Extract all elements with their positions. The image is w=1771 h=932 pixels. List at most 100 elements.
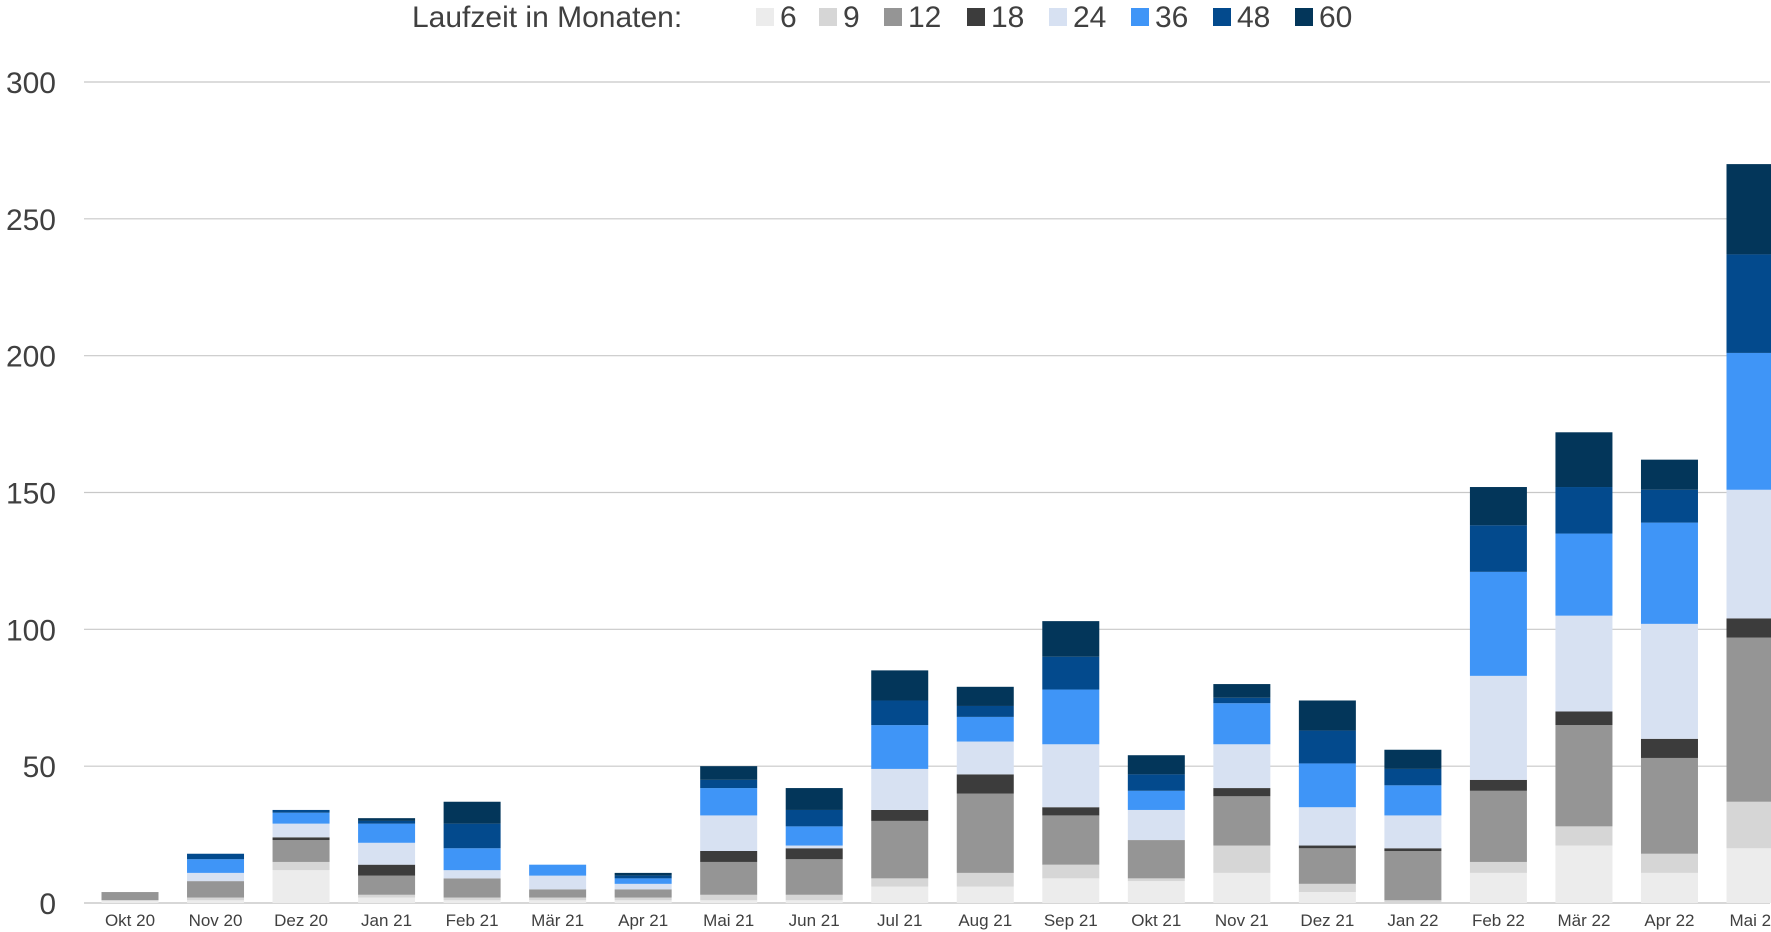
x-tick-label: Mär 21 (531, 911, 584, 930)
bar-segment-Mär-22-48 (1555, 487, 1613, 534)
bar-segment-Sep-21-60 (1042, 621, 1100, 657)
x-tick-label: Jan 21 (361, 911, 412, 930)
bar-segment-Jun-21-12 (785, 859, 843, 895)
bar-segment-Jan-22-24 (1384, 815, 1442, 849)
bar-segment-Sep-21-36 (1042, 689, 1100, 745)
bar-segment-Sep-21-24 (1042, 744, 1100, 808)
legend-label-48: 48 (1237, 1, 1270, 34)
bar-segment-Dez-20-36 (272, 812, 330, 824)
y-tick-label-250: 250 (6, 204, 56, 237)
bar-segment-Jul-21-6 (871, 886, 929, 903)
bar-segment-Aug-21-36 (956, 716, 1014, 742)
x-tick-label: Dez 20 (274, 911, 328, 930)
bar-segment-Dez-20-9 (272, 861, 330, 871)
bar-segment-Feb-22-36 (1469, 571, 1527, 676)
x-tick-label: Mai 21 (703, 911, 754, 930)
x-tick-label: Mär 22 (1557, 911, 1610, 930)
bar-segment-Feb-21-9 (443, 897, 501, 901)
bar-segment-Mai-22-12 (1726, 637, 1771, 802)
bar-segment-Sep-21-12 (1042, 815, 1100, 865)
bar-segment-Jul-21-24 (871, 768, 929, 810)
bar-segment-Dez-20-24 (272, 823, 330, 838)
x-tick-label: Mai 22 (1729, 911, 1771, 930)
x-tick-label: Feb 21 (446, 911, 499, 930)
bar-segment-Mai-21-24 (700, 815, 758, 852)
bar-segment-Aug-21-48 (956, 705, 1014, 717)
bar-segment-Sep-21-18 (1042, 807, 1100, 816)
y-tick-label-200: 200 (6, 341, 56, 374)
bar-segment-Mär-22-24 (1555, 615, 1613, 712)
bar-segment-Feb-22-24 (1469, 675, 1527, 780)
x-tick-label: Nov 20 (189, 911, 243, 930)
legend-title: Laufzeit in Monaten: (412, 1, 682, 34)
bar-segment-Mai-22-9 (1726, 801, 1771, 849)
bar-segment-Dez-21-6 (1298, 892, 1356, 903)
bar-segment-Apr-22-12 (1640, 757, 1698, 854)
bar-segment-Dez-21-60 (1298, 700, 1356, 731)
x-tick-label: Jul 21 (877, 911, 922, 930)
bar-segment-Feb-22-9 (1469, 861, 1527, 873)
bar-segment-Okt-20-6 (101, 900, 159, 903)
legend-label-6: 6 (780, 1, 797, 34)
bar-segment-Dez-20-18 (272, 837, 330, 841)
bar-segment-Feb-21-6 (443, 900, 501, 903)
bar-segment-Apr-22-18 (1640, 738, 1698, 758)
bar-segment-Jul-21-9 (871, 878, 929, 887)
bar-segment-Jan-21-24 (358, 842, 416, 865)
bar-segment-Apr-21-36 (614, 878, 672, 884)
bar-segment-Dez-20-12 (272, 840, 330, 862)
bar-segment-Apr-21-9 (614, 897, 672, 901)
bar-segment-Mai-21-60 (700, 766, 758, 780)
bar-segment-Apr-21-12 (614, 889, 672, 898)
y-tick-label-0: 0 (39, 888, 56, 921)
bar-segment-Nov-21-24 (1213, 744, 1271, 789)
bar-segment-Apr-22-6 (1640, 872, 1698, 903)
bar-segment-Aug-21-60 (956, 686, 1014, 706)
bar-segment-Aug-21-9 (956, 872, 1014, 887)
bar-segment-Aug-21-18 (956, 774, 1014, 794)
x-tick-label: Feb 22 (1472, 911, 1525, 930)
bar-segment-Dez-21-36 (1298, 763, 1356, 808)
bar-segment-Jun-21-36 (785, 826, 843, 846)
legend-label-24: 24 (1073, 1, 1106, 34)
bar-segment-Mai-21-36 (700, 788, 758, 816)
bar-segment-Aug-21-12 (956, 793, 1014, 873)
bar-segment-Apr-22-24 (1640, 623, 1698, 739)
bar-segment-Mai-22-18 (1726, 618, 1771, 638)
bar-segment-Apr-21-6 (614, 900, 672, 903)
bar-segment-Jan-21-18 (358, 864, 416, 876)
bar-segment-Mai-22-24 (1726, 489, 1771, 619)
x-tick-label: Sep 21 (1044, 911, 1098, 930)
bar-segment-Mär-22-9 (1555, 826, 1613, 846)
legend-swatch-18 (967, 8, 985, 26)
bar-segment-Dez-21-48 (1298, 730, 1356, 764)
bar-segment-Jan-22-9 (1384, 900, 1442, 903)
bar-segment-Nov-21-60 (1213, 684, 1271, 698)
bar-segment-Mai-21-48 (700, 779, 758, 789)
bar-segment-Nov-21-6 (1213, 872, 1271, 903)
bar-segment-Sep-21-9 (1042, 864, 1100, 879)
bar-segment-Apr-21-48 (614, 875, 672, 879)
x-tick-label: Apr 22 (1644, 911, 1694, 930)
legend-swatch-24 (1049, 8, 1067, 26)
legend: Laufzeit in Monaten: 6 9 12 18 24 36 48 60 (412, 1, 1352, 34)
bar-segment-Nov-21-18 (1213, 788, 1271, 797)
bar-segment-Jan-21-36 (358, 823, 416, 843)
bar-segment-Apr-22-9 (1640, 853, 1698, 873)
bar-segment-Nov-20-24 (187, 872, 245, 882)
bar-segment-Jul-21-60 (871, 670, 929, 701)
bar-segment-Feb-21-60 (443, 801, 501, 824)
bar-segment-Feb-22-6 (1469, 872, 1527, 903)
legend-label-36: 36 (1155, 1, 1188, 34)
bar-segment-Sep-21-48 (1042, 656, 1100, 690)
legend-label-60: 60 (1319, 1, 1352, 34)
bar-segment-Apr-21-60 (614, 872, 672, 876)
y-axis: 0 50 100 150 200 250 300 (6, 67, 56, 921)
bar-segment-Nov-20-36 (187, 859, 245, 873)
bar-segment-Jul-21-12 (871, 820, 929, 879)
bar-segment-Nov-20-9 (187, 897, 245, 901)
bar-segment-Aug-21-6 (956, 886, 1014, 903)
bar-segment-Dez-20-6 (272, 870, 330, 903)
bar-segment-Mär-22-12 (1555, 725, 1613, 827)
legend-label-12: 12 (908, 1, 941, 34)
